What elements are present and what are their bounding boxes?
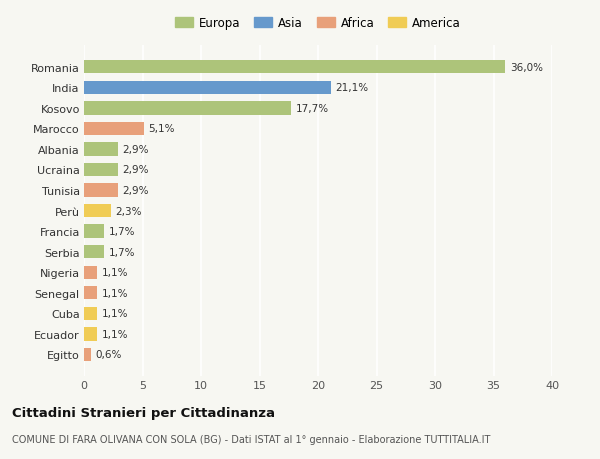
Text: 2,9%: 2,9% [122,185,149,196]
Text: 2,9%: 2,9% [122,165,149,175]
Bar [84,225,104,238]
Text: 1,7%: 1,7% [109,227,135,237]
Text: 0,6%: 0,6% [96,350,122,360]
Text: 1,1%: 1,1% [101,288,128,298]
Text: 36,0%: 36,0% [510,62,543,73]
Bar [84,123,143,136]
Bar [84,246,104,259]
Text: 1,7%: 1,7% [109,247,135,257]
Text: 2,9%: 2,9% [122,145,149,155]
Bar [84,204,111,218]
Bar [84,266,97,280]
Bar [84,348,91,361]
Bar [84,184,118,197]
Bar [84,143,118,156]
Text: 1,1%: 1,1% [101,268,128,278]
Text: Cittadini Stranieri per Cittadinanza: Cittadini Stranieri per Cittadinanza [12,406,275,419]
Bar [84,163,118,177]
Text: 21,1%: 21,1% [335,83,368,93]
Text: 5,1%: 5,1% [148,124,175,134]
Text: 17,7%: 17,7% [296,104,329,113]
Bar [84,286,97,300]
Text: 2,3%: 2,3% [116,206,142,216]
Bar [84,328,97,341]
Text: 1,1%: 1,1% [101,329,128,339]
Legend: Europa, Asia, Africa, America: Europa, Asia, Africa, America [172,13,464,34]
Bar [84,61,505,74]
Bar [84,307,97,320]
Text: COMUNE DI FARA OLIVANA CON SOLA (BG) - Dati ISTAT al 1° gennaio - Elaborazione T: COMUNE DI FARA OLIVANA CON SOLA (BG) - D… [12,434,490,444]
Bar [84,102,291,115]
Text: 1,1%: 1,1% [101,309,128,319]
Bar [84,81,331,95]
